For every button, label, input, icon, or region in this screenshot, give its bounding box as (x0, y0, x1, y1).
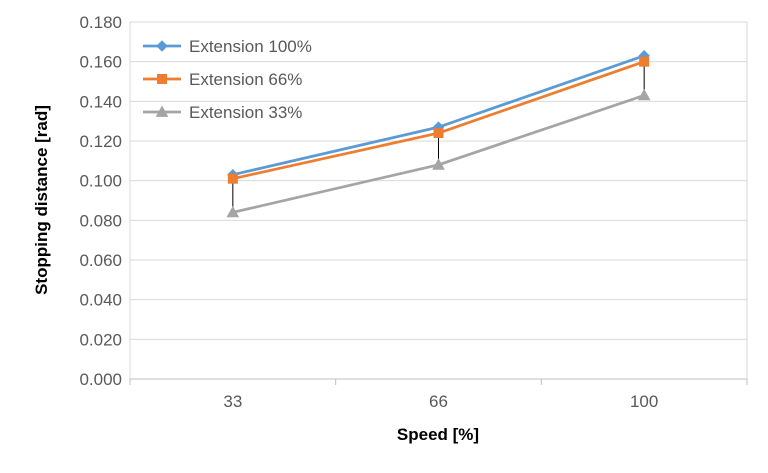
data-point (226, 205, 240, 218)
axes: 0.000 0.020 0.040 0.060 0.080 0.100 0.120 0.140… (79, 13, 748, 411)
data-point (639, 56, 650, 67)
legend-entry: Extension 33% (143, 103, 302, 122)
y-axis-title: Stopping distance [rad] (32, 105, 51, 295)
y-tick-label: 0.180 (79, 13, 122, 32)
y-tick-label: 0.020 (79, 330, 122, 349)
series-0 (227, 50, 650, 181)
y-tick-label: 0.040 (79, 291, 122, 310)
data-point (637, 88, 651, 101)
series-2 (226, 88, 651, 218)
x-tick-label: 33 (223, 392, 242, 411)
data-point (433, 128, 444, 139)
y-tick-label: 0.060 (79, 251, 122, 270)
x-axis-title: Speed [%] (397, 425, 479, 444)
y-tick-label: 0.000 (79, 370, 122, 389)
y-tick-label: 0.160 (79, 53, 122, 72)
legend-marker (157, 74, 167, 84)
y-tick-label: 0.140 (79, 92, 122, 111)
legend-label: Extension 66% (189, 70, 302, 89)
legend-label: Extension 33% (189, 103, 302, 122)
legend: Extension 100% Extension 66% Extension 33% (143, 37, 312, 122)
series-1 (227, 56, 650, 184)
y-tick-label: 0.120 (79, 132, 122, 151)
legend-entry: Extension 66% (143, 70, 302, 89)
y-tick-label: 0.080 (79, 211, 122, 230)
series-layer (226, 50, 651, 218)
data-point (432, 158, 445, 170)
x-tick-label: 100 (630, 392, 658, 411)
legend-label: Extension 100% (189, 37, 312, 56)
y-tick-label: 0.100 (79, 172, 122, 191)
x-tick-label: 66 (429, 392, 448, 411)
legend-marker (155, 105, 169, 117)
legend-entry: Extension 100% (143, 37, 312, 56)
legend-marker (156, 40, 168, 52)
data-point (227, 173, 238, 184)
